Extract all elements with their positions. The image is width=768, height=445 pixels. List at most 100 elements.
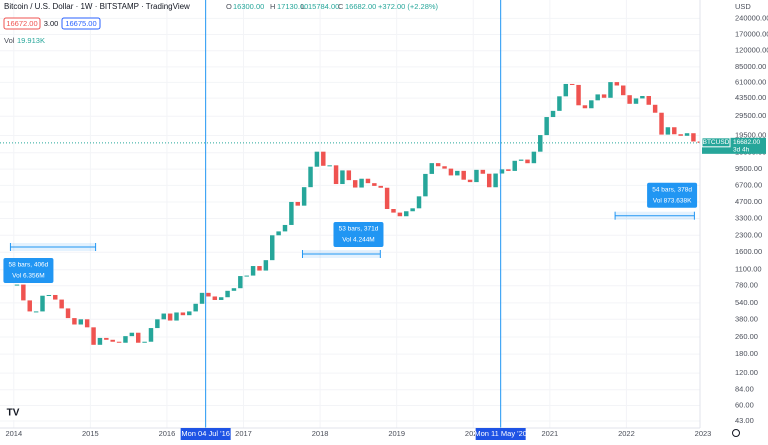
candle (416, 196, 422, 209)
vol: 19.913K (17, 36, 45, 45)
x-tick-label: 2015 (82, 429, 99, 438)
buy-button[interactable] (61, 17, 101, 30)
y-tick-label: 380.00 (735, 314, 758, 323)
candle (365, 178, 371, 184)
candle (187, 311, 192, 316)
sell-button[interactable] (3, 17, 41, 30)
candle (455, 170, 460, 176)
candle (589, 100, 594, 109)
candle (442, 166, 447, 169)
candle (499, 169, 505, 174)
candle (333, 165, 339, 185)
candle (601, 94, 607, 98)
candle (467, 179, 473, 183)
candle (167, 313, 173, 321)
candle (276, 231, 281, 236)
c: 16682.00 (345, 2, 376, 11)
y-tick-label: 540.00 (735, 298, 758, 307)
marker-label-bg (475, 428, 526, 440)
marker-label: Mon 04 Jul '16 (181, 429, 230, 438)
candle (672, 127, 677, 135)
x-tick-label: 2023 (695, 429, 712, 438)
buy-price[interactable]: 16675.00 (65, 19, 96, 28)
price-tag: 16682.00 (733, 139, 760, 146)
sell-price[interactable]: 16672.00 (6, 19, 37, 28)
price-axis-bg (700, 0, 768, 440)
candle (582, 105, 588, 109)
candle (110, 339, 115, 342)
settings-icon[interactable] (732, 429, 740, 437)
candle (531, 151, 537, 164)
range-box (3, 257, 54, 283)
y-tick-label: 43.00 (735, 416, 754, 425)
o: 16300.00 (233, 2, 264, 11)
candle (359, 178, 364, 188)
candle (212, 296, 218, 300)
candle (161, 313, 166, 320)
range-vol: Vol 4.244M (342, 237, 375, 244)
candle (486, 173, 492, 188)
candle (346, 170, 352, 181)
candle (678, 134, 683, 136)
candle (314, 151, 320, 167)
candle (652, 104, 658, 113)
candle (250, 266, 256, 276)
tv-logo: TV (4, 406, 22, 420)
c-label: C (338, 2, 344, 11)
ohlc: O 16300.00 H 17130.00 L 15784.00 C 16682… (226, 2, 439, 11)
y-tick-label: 60.00 (735, 400, 754, 409)
x-tick-label: 2021 (541, 429, 558, 438)
candle (257, 266, 262, 271)
marker-label-bg (180, 428, 231, 440)
candle (352, 180, 358, 188)
candle (525, 159, 530, 164)
candle (78, 319, 84, 325)
candle (129, 332, 135, 337)
candle (404, 211, 409, 217)
candle (142, 341, 147, 343)
candle (327, 165, 332, 167)
candle (391, 209, 396, 213)
candle (506, 169, 511, 171)
range-box (647, 182, 698, 208)
y-tick-label: 2300.00 (735, 230, 762, 239)
y-tick-label: 19500.00 (735, 131, 766, 140)
candle (301, 187, 307, 206)
y-tick-label: 6700.00 (735, 180, 762, 189)
candle (308, 166, 313, 188)
candle (569, 83, 575, 85)
candle (295, 201, 301, 206)
candle (608, 82, 613, 98)
candle (480, 169, 486, 174)
y-tick-label: 120.00 (735, 368, 758, 377)
candle (614, 82, 620, 86)
x-tick-label: 2018 (312, 429, 329, 438)
y-tick-label: 29500.00 (735, 111, 766, 120)
spread: 3.00 (44, 19, 59, 28)
candle (474, 169, 479, 183)
candle (576, 84, 581, 106)
y-tick-label: 43500.00 (735, 93, 766, 102)
y-tick-label: 180.00 (735, 349, 758, 358)
y-tick-label: 170000.00 (735, 29, 768, 38)
y-tick-label: 84.00 (735, 385, 754, 394)
candle (270, 235, 275, 261)
candle (518, 159, 524, 161)
candle (193, 303, 198, 312)
candle (665, 127, 671, 135)
candle (544, 117, 549, 136)
title: Bitcoin / U.S. Dollar · 1W · BITSTAMP · … (4, 2, 190, 11)
candle (378, 185, 383, 188)
candle (633, 98, 639, 104)
x-tick-label: 2017 (235, 429, 252, 438)
l-label: L (301, 2, 305, 11)
range-bars: 54 bars, 378d (652, 186, 692, 193)
candle (225, 290, 230, 298)
candle (40, 295, 45, 312)
axes: 240000.00 170000.00 120000.00 85000.00 61000… (5, 13, 768, 440)
candle (231, 288, 237, 291)
candle (640, 96, 645, 99)
candle (97, 337, 103, 345)
range-vol: Vol 6.356M (12, 273, 45, 280)
